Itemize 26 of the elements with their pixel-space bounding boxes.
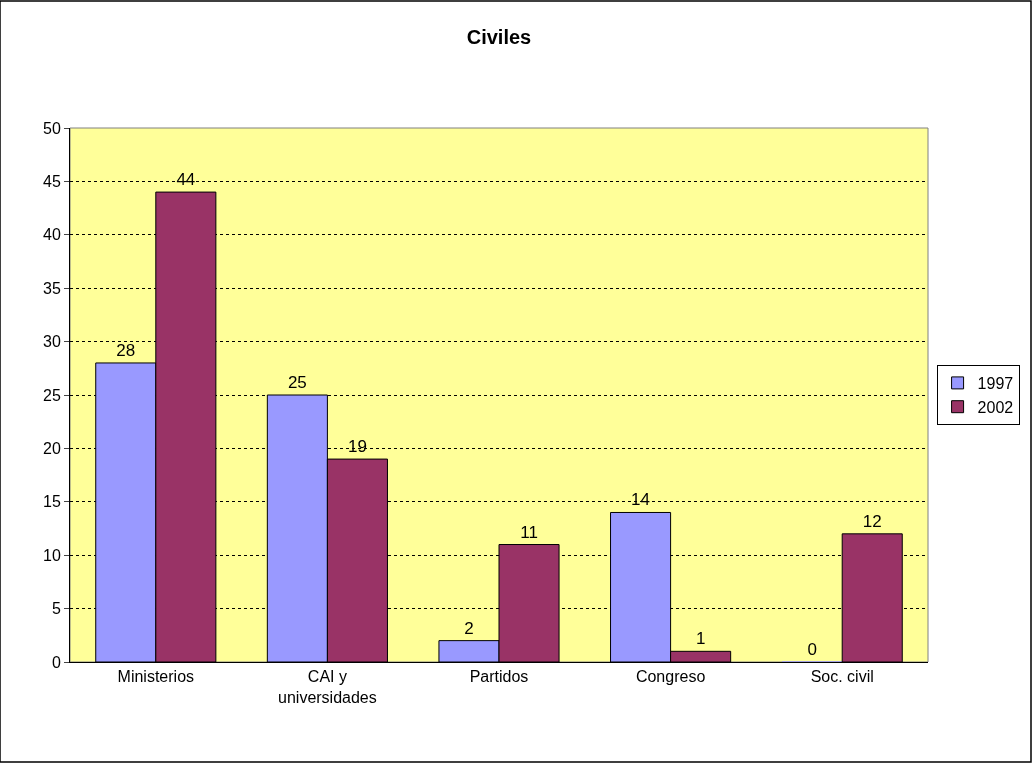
y-tick-label: 10 <box>43 546 61 564</box>
y-tick-label: 20 <box>43 440 61 457</box>
x-tick-label: Ministerios <box>117 668 195 686</box>
x-tick-label: Soc. civil <box>810 668 874 686</box>
y-tick-label: 0 <box>51 653 61 671</box>
x-tick-label: CAI y universidades <box>278 668 377 706</box>
data-label: 11 <box>520 522 538 542</box>
data-label: 12 <box>862 511 882 531</box>
y-tick-label: 50 <box>43 119 61 137</box>
data-label: 28 <box>116 340 136 360</box>
x-tick-label: Congreso <box>635 668 706 686</box>
y-tick-label: 40 <box>43 226 61 244</box>
y-tick-label: 30 <box>43 333 61 351</box>
y-tick-label: 35 <box>43 279 61 297</box>
y-tick-label: 45 <box>43 173 61 190</box>
data-label: 25 <box>287 373 307 392</box>
chart-title: Civiles <box>466 26 532 48</box>
x-tick-label: Partidos <box>469 668 529 686</box>
data-label: 1 <box>695 629 706 649</box>
y-tick-label: 15 <box>43 493 61 511</box>
data-label: 0 <box>807 640 817 659</box>
y-tick-label: 5 <box>51 600 61 618</box>
legend-label: 1997 <box>977 375 1014 393</box>
y-tick-label: 25 <box>43 386 61 404</box>
legend-label: 2002 <box>977 398 1014 416</box>
data-label: 2 <box>464 618 474 638</box>
